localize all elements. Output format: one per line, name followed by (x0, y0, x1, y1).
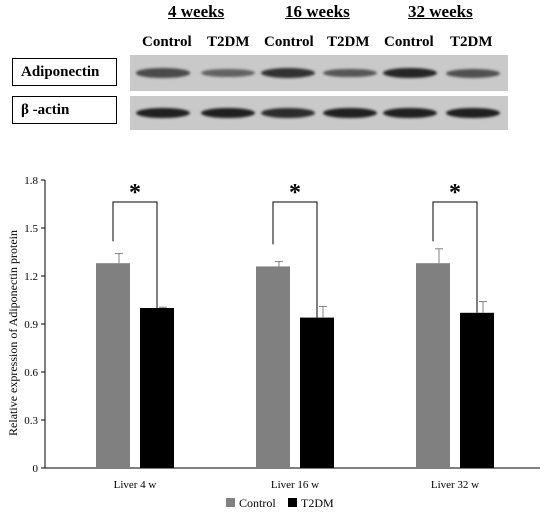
y-axis-label: Relative expression of Adiponectin prote… (6, 230, 20, 436)
significance-star: * (129, 180, 141, 206)
bar-t2dm-1 (140, 308, 174, 468)
blot-row-label-adiponectin: Adiponectin (12, 58, 117, 86)
bar-t2dm-2 (300, 317, 334, 468)
y-tick-label: 0.9 (24, 319, 38, 331)
chart-bars (96, 263, 494, 468)
bar-control-1 (96, 263, 130, 468)
bar-control-2 (256, 266, 290, 468)
x-tick-label: Liver 16 w (271, 479, 319, 491)
blot-band (261, 107, 315, 119)
blot-band (323, 107, 377, 119)
y-tick-label: 0.6 (24, 367, 38, 379)
week-label-32: 32 weeks (408, 2, 473, 21)
legend-label-control: Control (239, 496, 276, 510)
significance-bracket (112, 201, 158, 308)
blot-strip-actin (130, 96, 508, 130)
lane-label-1: Control (142, 34, 192, 50)
week-label-4: 4 weeks (168, 2, 225, 21)
blot-band (261, 68, 315, 78)
y-tick-label: 1.5 (24, 223, 38, 235)
lane-label-4: T2DM (327, 34, 370, 50)
chart-legend: Control T2DM (226, 496, 334, 510)
lane-label-6: T2DM (450, 34, 493, 50)
significance-star: * (449, 180, 461, 206)
chart-error-bars (115, 248, 487, 318)
x-tick-labels: Liver 4 w Liver 16 w Liver 32 w (114, 479, 480, 491)
y-tick-label: 1.8 (24, 175, 38, 187)
significance-brackets: * * * (112, 180, 478, 318)
blot-band (446, 107, 500, 119)
blot-band (323, 68, 377, 78)
significance-star: * (289, 180, 301, 206)
blot-band (383, 107, 437, 119)
x-tick-label: Liver 4 w (114, 479, 157, 491)
bar-t2dm-3 (460, 312, 494, 468)
blot-row-label-actin: β -actin (12, 96, 117, 124)
lane-label-5: Control (384, 34, 434, 50)
y-tick-label: 0 (33, 463, 39, 475)
x-tick-label: Liver 32 w (431, 479, 479, 491)
blot-band (136, 107, 190, 119)
y-tick-label: 0.3 (24, 415, 38, 427)
significance-bracket (432, 201, 478, 313)
bar-control-3 (416, 263, 450, 468)
y-tick-labels: 0 0.3 0.6 0.9 1.2 1.5 1.8 (24, 175, 38, 475)
bar-chart: * * * Liver 4 w Liver 16 w Liver 32 w 0 0.3 0.… (6, 175, 540, 510)
lane-label-3: Control (264, 34, 314, 50)
blot-strip-adiponectin (130, 55, 508, 91)
blot-band (383, 67, 437, 79)
week-label-16: 16 weeks (285, 2, 350, 21)
legend-swatch-t2dm (288, 498, 297, 507)
legend-label-t2dm: T2DM (301, 496, 334, 510)
blot-band (201, 107, 255, 119)
significance-bracket (272, 201, 318, 318)
lane-label-2: T2DM (207, 34, 250, 50)
blot-band (201, 68, 255, 78)
blot-band (446, 68, 500, 78)
y-tick-label: 1.2 (24, 271, 38, 283)
blot-band (136, 68, 190, 78)
legend-swatch-control (226, 498, 235, 507)
